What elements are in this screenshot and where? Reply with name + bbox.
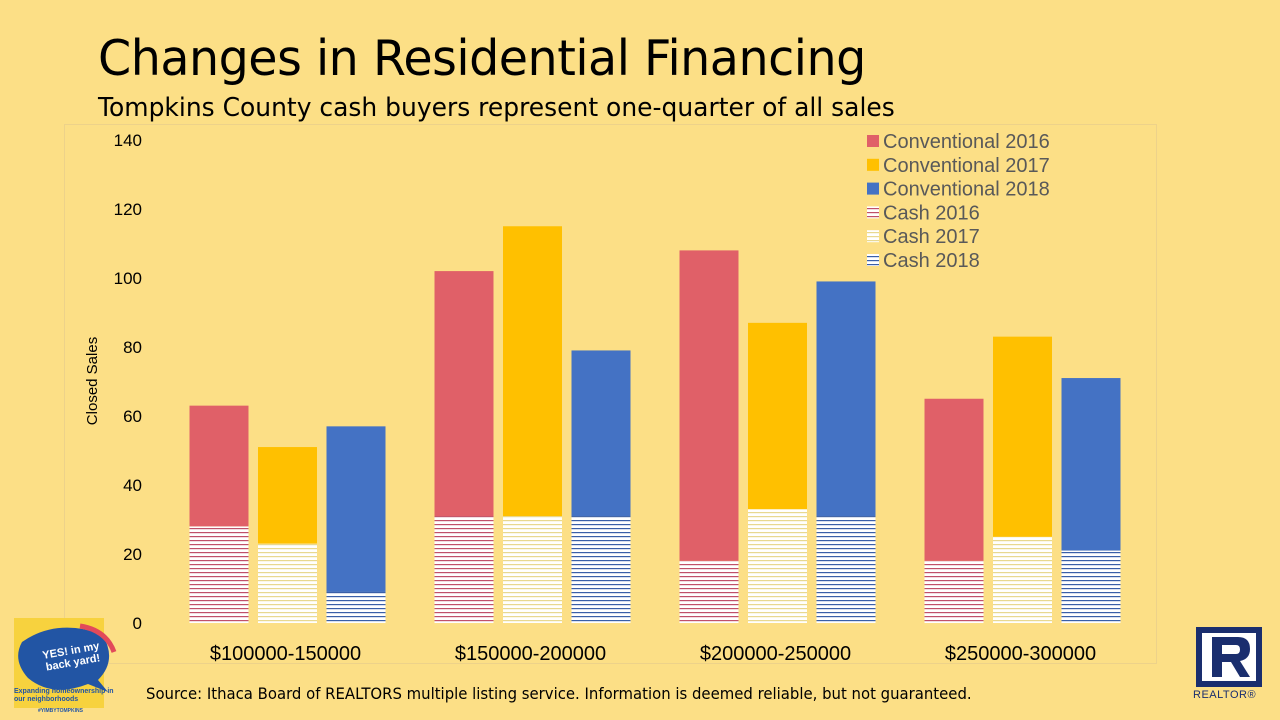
legend-label: Conventional 2016 [883,131,1050,153]
bar-cash-2017 [258,543,317,623]
bar-cash-2016 [924,560,984,623]
x-tick-label: $250000-300000 [945,643,1096,665]
legend-swatch [867,254,879,266]
bar-conventional-2017 [258,447,317,544]
x-tick-label: $100000-150000 [210,643,361,665]
bar-cash-2016 [434,516,494,623]
bar-conventional-2017 [993,336,1052,537]
y-tick-label: 60 [123,407,142,426]
slide-title: Changes in Residential Financing [98,30,866,87]
y-tick-label: 40 [123,476,142,495]
bar-conventional-2016 [924,398,984,561]
bar-cash-2018 [816,516,876,623]
bar-conventional-2018 [1061,378,1121,551]
y-axis-label: Closed Sales [84,337,101,425]
y-tick-label: 120 [114,200,142,219]
bar-cash-2017 [748,509,807,623]
chart-frame [64,124,1157,664]
legend-label: Cash 2016 [883,202,980,224]
legend-label: Conventional 2017 [883,155,1050,177]
y-tick-label: 100 [114,269,142,288]
bar-cash-2018 [571,516,631,623]
bar-conventional-2016 [679,250,739,561]
y-tick-label: 80 [123,338,142,357]
yimby-tagline: Expanding homeownership in our neighborh… [14,688,114,703]
bar-conventional-2016 [189,405,249,527]
bars-group [189,226,1121,623]
bar-cash-2018 [1061,550,1121,623]
x-tick-label: $150000-200000 [455,643,606,665]
x-tick-label: $200000-250000 [700,643,851,665]
bar-conventional-2017 [748,322,807,510]
bar-cash-2016 [679,560,739,623]
y-tick-label: 20 [123,545,142,564]
legend-swatch [867,206,879,219]
bar-cash-2017 [503,516,562,623]
bar-conventional-2018 [816,281,876,517]
legend-label: Cash 2017 [883,226,980,248]
bar-cash-2016 [189,526,249,623]
x-axis: $100000-150000 $150000-200000 $200000-2500… [210,643,1096,665]
y-axis: 0 20 40 60 80 100 120 140 [114,131,142,633]
legend-swatch [867,158,879,171]
bar-cash-2018 [326,591,386,623]
y-tick-label: 0 [133,614,142,633]
legend-swatch [867,230,879,243]
bar-conventional-2018 [326,426,386,592]
legend-swatch [867,135,879,147]
bar-conventional-2018 [571,350,631,517]
legend-label: Cash 2018 [883,250,980,272]
yimby-hashtag: #YIMBYTOMPKINS [38,708,83,714]
realtor-logo-text: REALTOR® [1193,689,1257,701]
legend-swatch [867,182,879,195]
legend-label: Conventional 2018 [883,179,1050,201]
y-tick-label: 140 [114,131,142,150]
bar-conventional-2017 [503,226,562,517]
bar-cash-2017 [993,536,1052,623]
slide-subtitle: Tompkins County cash buyers represent on… [98,93,895,123]
yimby-logo [14,618,117,708]
bar-conventional-2016 [434,271,494,517]
realtor-logo [1196,627,1262,687]
source-note: Source: Ithaca Board of REALTORS multipl… [146,684,972,703]
